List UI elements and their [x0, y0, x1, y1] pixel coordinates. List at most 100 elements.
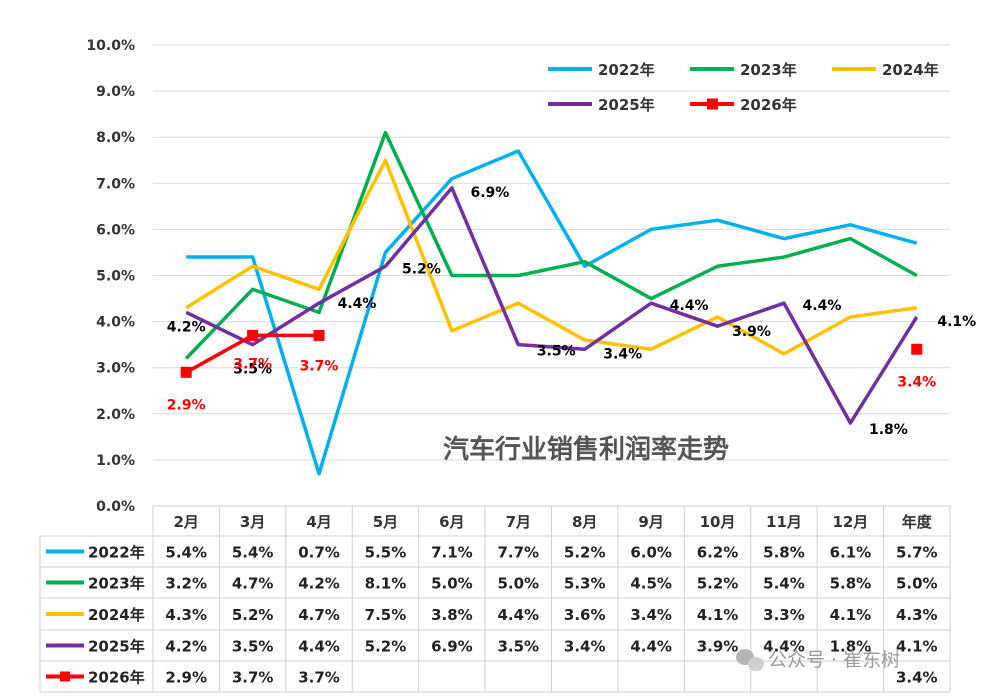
data-label: 3.9%: [732, 324, 771, 340]
table-cell: 6.2%: [697, 544, 739, 562]
data-label: 4.4%: [338, 296, 377, 312]
table-cell: 5.8%: [830, 575, 872, 593]
table-legend-marker: [60, 671, 70, 682]
y-axis: 0.0% 1.0% 2.0% 3.0% 4.0% 5.0% 6.0% 7.0% 8.0% 9.0%…: [86, 38, 135, 515]
table-cell: 5.2%: [232, 606, 274, 624]
table-cell: 5.4%: [165, 544, 207, 562]
table-cell: 5.0%: [896, 575, 938, 593]
data-label: 6.9%: [470, 185, 509, 201]
table-cell: 5.2%: [697, 575, 739, 593]
data-label: 4.4%: [803, 298, 842, 314]
table-cell: 3.7%: [232, 669, 274, 687]
table-cell: 2.9%: [165, 669, 207, 687]
data-label: 3.4%: [603, 346, 642, 362]
data-point-marker: [313, 329, 325, 341]
table-cell: 5.0%: [497, 575, 539, 593]
data-point-marker: [180, 366, 192, 378]
table-cell: 4.4%: [630, 638, 672, 656]
table-cell: 6.9%: [431, 638, 473, 656]
table-cell: 5.4%: [763, 575, 805, 593]
x-tick-label: 8月: [572, 513, 597, 531]
y-tick-label: 10.0%: [86, 38, 135, 54]
table-cell: 3.4%: [630, 606, 672, 624]
table-cell: 0.7%: [298, 544, 340, 562]
legend-label: 2023年: [740, 61, 797, 79]
table-series-name: 2025年: [88, 638, 145, 656]
table-cell: 4.7%: [298, 606, 340, 624]
table-cell: 7.7%: [497, 544, 539, 562]
table-cell: 4.1%: [830, 606, 872, 624]
table-cell: 6.1%: [830, 544, 872, 562]
y-tick-label: 6.0%: [96, 222, 135, 238]
y-tick-label: 9.0%: [96, 84, 135, 100]
gridlines: [153, 44, 950, 461]
table-cell: 1.8%: [830, 638, 872, 656]
x-tick-label: 11月: [766, 513, 802, 531]
table-cell: 3.7%: [298, 669, 340, 687]
series-line-2023: [184, 130, 918, 360]
table-cell: 5.3%: [564, 575, 606, 593]
table-cell: 8.1%: [365, 575, 407, 593]
data-label: 3.5%: [537, 344, 576, 360]
x-tick-label: 9月: [638, 513, 663, 531]
data-label: 3.5%: [233, 362, 272, 378]
table-series-name: 2023年: [88, 575, 145, 593]
data-point-marker: [911, 343, 923, 355]
data-point-marker: [247, 329, 259, 341]
legend-label: 2022年: [598, 61, 655, 79]
table-cell: 3.4%: [896, 669, 938, 687]
table-cell: 4.4%: [763, 638, 805, 656]
table-cell: 4.7%: [232, 575, 274, 593]
data-table: 2月 3月 4月 5月 6月 7月 8月 9月 10月 11月 12月 年度 2022年 5.4% 5.4%…: [39, 505, 951, 693]
table-cell: 4.3%: [165, 606, 207, 624]
table-cell: 4.4%: [298, 638, 340, 656]
table-cell: 5.0%: [431, 575, 473, 593]
data-label: 3.7%: [300, 358, 339, 374]
series-lines: [180, 130, 923, 476]
legend-label: 2026年: [740, 96, 797, 114]
x-tick-label: 5月: [373, 513, 398, 531]
chart-title: 汽车行业销售利润率走势: [443, 434, 729, 465]
y-tick-label: 0.0%: [96, 499, 135, 515]
x-tick-label: 10月: [700, 513, 736, 531]
table-series-name: 2022年: [88, 544, 145, 562]
data-label: 4.4%: [670, 298, 709, 314]
data-label: 3.7%: [233, 356, 272, 372]
table-cell: 5.2%: [365, 638, 407, 656]
table-cell: 7.1%: [431, 544, 473, 562]
x-tick-label: 3月: [240, 513, 265, 531]
legend: 2022年 2023年 2024年 2025年 2026年: [548, 61, 939, 114]
x-tick-label: 7月: [506, 513, 531, 531]
y-tick-label: 7.0%: [96, 176, 135, 192]
data-label: 4.1%: [937, 314, 976, 330]
wechat-icon: [736, 649, 764, 671]
table-series-name: 2024年: [88, 606, 145, 624]
legend-marker: [707, 98, 718, 110]
table-cell: 3.4%: [564, 638, 606, 656]
legend-label: 2025年: [598, 96, 655, 114]
table-cell: 3.3%: [763, 606, 805, 624]
table-cell: 4.5%: [630, 575, 672, 593]
legend-label: 2024年: [882, 61, 939, 79]
table-cell: 7.5%: [365, 606, 407, 624]
table-series-name: 2026年: [88, 669, 145, 687]
table-cell: 4.1%: [896, 638, 938, 656]
y-tick-label: 8.0%: [96, 130, 135, 146]
x-tick-label: 2月: [173, 513, 198, 531]
table-cell: 5.8%: [763, 544, 805, 562]
table-cell: 3.5%: [497, 638, 539, 656]
table-cell: 5.5%: [365, 544, 407, 562]
table-cell: 4.2%: [165, 638, 207, 656]
table-cell: 3.2%: [165, 575, 207, 593]
y-tick-label: 1.0%: [96, 453, 135, 469]
watermark-text: 公众号 · 崔东树: [768, 649, 900, 671]
table-cell: 3.9%: [697, 638, 739, 656]
data-label: 1.8%: [869, 422, 908, 438]
table-cell: 4.1%: [697, 606, 739, 624]
series-line-2022: [186, 149, 918, 476]
data-label: 5.2%: [402, 261, 441, 277]
data-label: 3.4%: [897, 374, 936, 390]
table-cell: 4.4%: [497, 606, 539, 624]
data-label: 2.9%: [167, 397, 206, 413]
